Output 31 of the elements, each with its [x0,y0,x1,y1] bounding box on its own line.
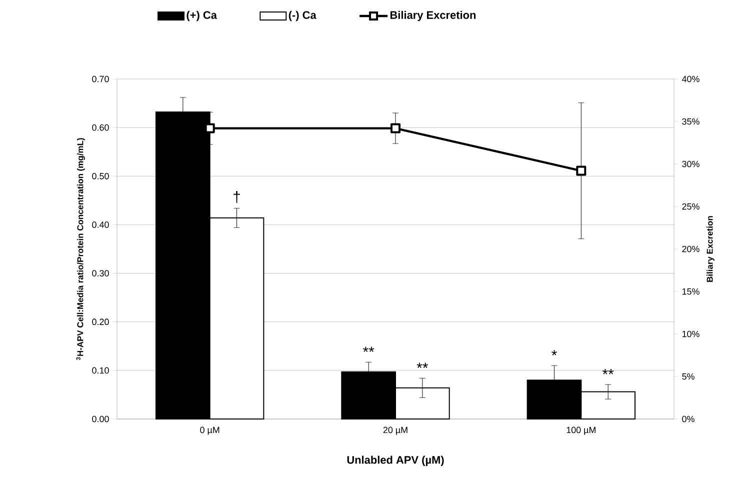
annotation: ** [416,362,428,368]
y-tick-label: 0.40 [92,222,109,228]
annotation: ** [602,369,614,374]
x-tick-label: 20 µM [383,426,408,435]
legend-label: (+) Ca [186,10,217,22]
y-tick-label: 0.60 [92,124,109,131]
y-tick-label: 0.50 [92,172,109,180]
x-tick-label: 100 µM [566,426,596,435]
y2-tick-label: 25% [682,203,700,210]
y2-tick-label: 30% [682,160,700,168]
annotation: ** [363,346,374,352]
x-tick-label: 0 µM [200,426,220,435]
annotation: † [234,191,240,203]
y2-tick-label: 10% [682,330,700,338]
x-axis-title: Unlabled APV (µM) [347,456,444,466]
y-tick-label: 0.70 [92,76,109,82]
y2-tick-label: 5% [682,373,694,380]
y2-tick-label: 40% [682,76,700,82]
y-tick-label: 0.20 [92,318,109,326]
y-tick-label: 0.00 [92,416,109,422]
y-tick-label: 0.10 [92,367,109,374]
y-axis-title: $^{3}$H-APV Cell:Media ratio/Protein Concentration (mg/mL) [76,138,85,360]
y2-axis-title: Biliary Excretion [706,216,714,282]
y2-tick-label: 35% [682,118,700,125]
y-tick-label: 0.30 [92,270,109,276]
legend-label: (-) Ca [288,10,316,22]
y2-tick-label: 20% [682,246,700,252]
y2-tick-label: 0% [682,416,694,422]
y2-tick-label: 15% [682,288,700,295]
legend-label: Biliary Excretion [390,10,476,22]
annotation: * [552,350,557,356]
